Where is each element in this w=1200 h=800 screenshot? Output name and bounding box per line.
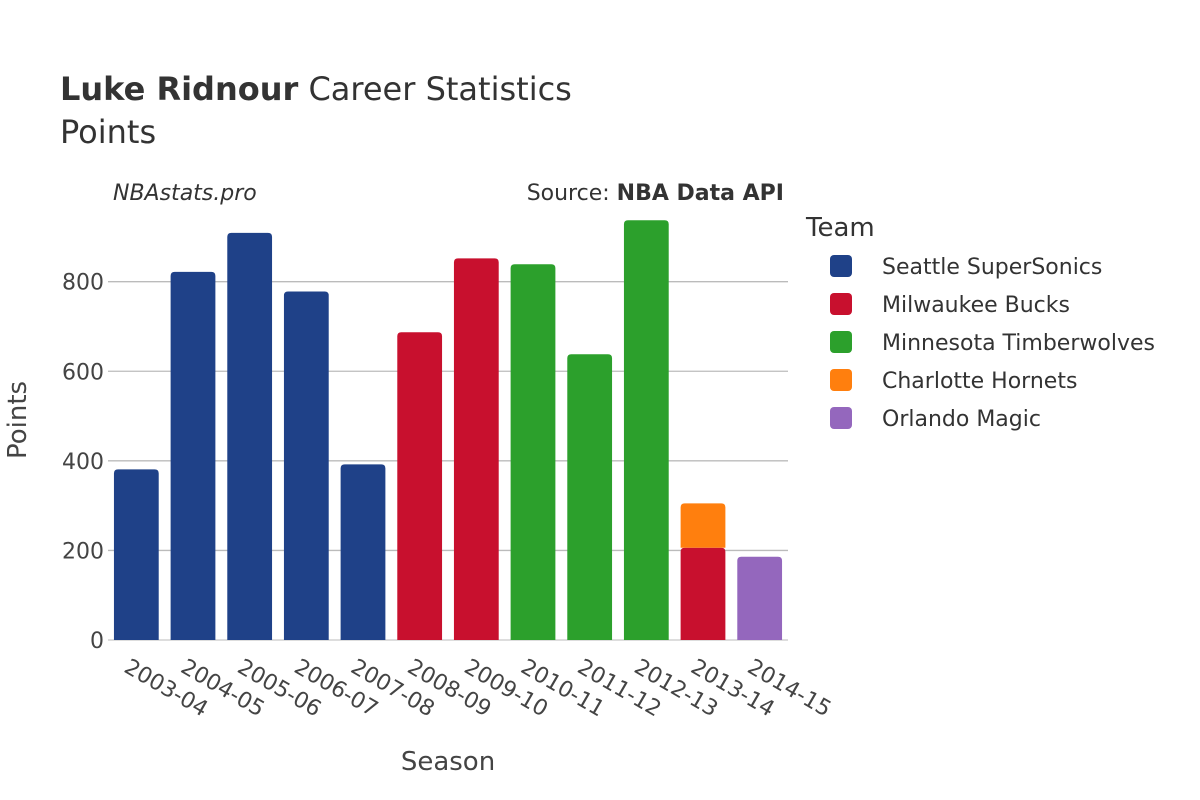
legend-item[interactable]: Milwaukee Bucks: [882, 293, 1070, 318]
y-tick-label: 800: [62, 271, 104, 296]
y-tick-label: 400: [62, 450, 104, 475]
legend-title: Team: [805, 213, 875, 243]
source-prefix: Source:: [527, 181, 617, 206]
bar[interactable]: [113, 469, 159, 640]
bar[interactable]: [397, 332, 443, 640]
gridlines: [108, 281, 788, 641]
chart-subtitle: Points: [60, 113, 156, 151]
bar[interactable]: [453, 258, 499, 640]
y-tick-labels: 0 200 400 600 800: [62, 271, 104, 654]
bar[interactable]: [283, 291, 329, 640]
source-name: NBA Data API: [617, 181, 784, 206]
bars: [113, 220, 783, 641]
legend-item[interactable]: Minnesota Timberwolves: [882, 331, 1155, 356]
y-axis-title: Points: [3, 381, 33, 459]
legend-item[interactable]: Seattle SuperSonics: [882, 255, 1102, 280]
legend-swatch[interactable]: [830, 293, 852, 315]
legend-swatch[interactable]: [830, 369, 852, 391]
y-tick-label: 200: [62, 539, 104, 564]
y-tick-label: 600: [62, 360, 104, 385]
bar[interactable]: [680, 503, 726, 548]
x-tick-labels: 2003-042004-052005-062006-072007-082008-…: [120, 655, 835, 723]
bar[interactable]: [227, 232, 273, 640]
bar[interactable]: [737, 556, 783, 640]
bar[interactable]: [170, 271, 216, 640]
chart-title: Luke Ridnour Career Statistics: [60, 70, 572, 108]
legend-item[interactable]: Orlando Magic: [882, 407, 1041, 432]
legend-swatch[interactable]: [830, 407, 852, 429]
legend-swatch[interactable]: [830, 255, 852, 277]
chart-title-bold: Luke Ridnour: [60, 70, 299, 108]
legend: Team Seattle SuperSonics Milwaukee Bucks M…: [805, 213, 1155, 432]
bar[interactable]: [340, 464, 386, 640]
chart-title-rest: Career Statistics: [298, 70, 572, 108]
bar[interactable]: [567, 354, 613, 640]
legend-item[interactable]: Charlotte Hornets: [882, 369, 1077, 394]
site-credit: NBAstats.pro: [113, 181, 257, 206]
source-credit: Source: NBA Data API: [527, 181, 784, 206]
bar[interactable]: [510, 264, 556, 640]
bar[interactable]: [680, 547, 726, 640]
y-tick-label: 0: [90, 629, 104, 654]
x-axis-title: Season: [401, 747, 495, 777]
legend-swatch[interactable]: [830, 331, 852, 353]
bar[interactable]: [623, 220, 669, 641]
